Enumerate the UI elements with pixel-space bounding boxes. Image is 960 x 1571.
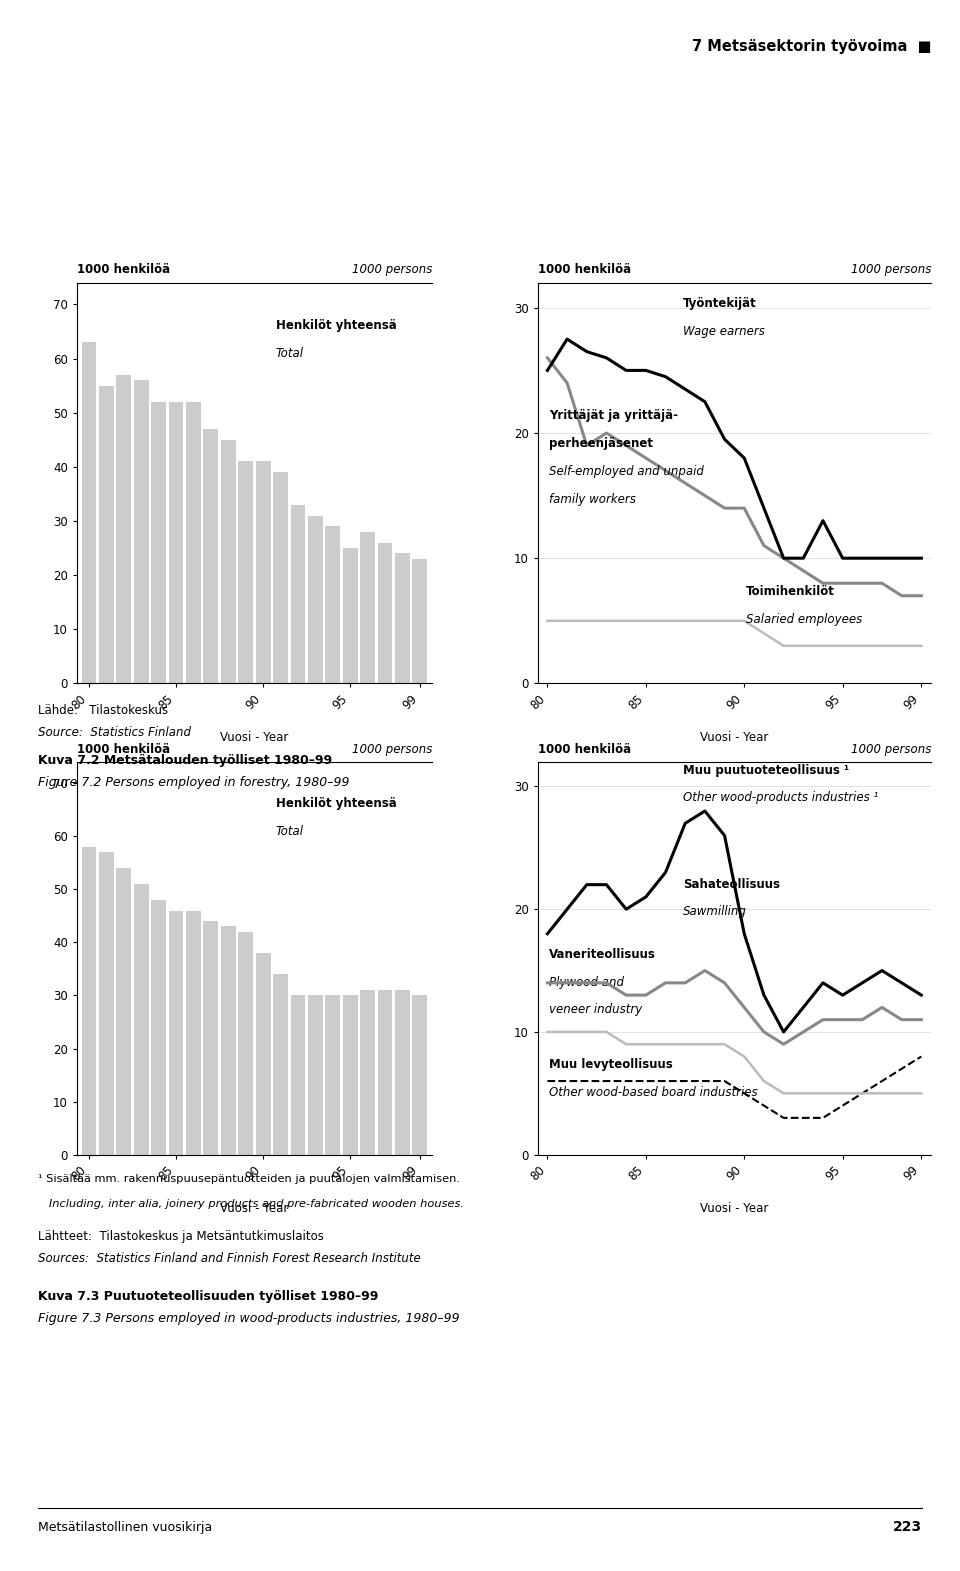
Bar (133, 884, 149, 1155)
Text: Wage earners: Wage earners (684, 325, 765, 338)
Text: Plywood and: Plywood and (549, 976, 624, 988)
Bar (204, 429, 218, 683)
Bar (291, 996, 305, 1155)
Text: Other wood-products industries ¹: Other wood-products industries ¹ (684, 792, 878, 804)
Bar (152, 402, 166, 683)
Text: 1000 henkilöä: 1000 henkilöä (77, 264, 170, 276)
Text: veneer industry: veneer industry (549, 1004, 642, 1016)
Text: Vuosi - Year: Vuosi - Year (700, 1202, 769, 1214)
Bar (238, 462, 253, 683)
Bar (99, 385, 114, 683)
Text: Muu puutuoteteollisuus ¹: Muu puutuoteteollisuus ¹ (684, 764, 850, 776)
Text: Työntekijät: Työntekijät (684, 297, 757, 309)
Text: Including, inter alia, joinery products and pre-fabricated wooden houses.: Including, inter alia, joinery products … (38, 1199, 465, 1208)
Bar (395, 553, 410, 683)
Text: 1000 persons: 1000 persons (851, 743, 931, 756)
Text: Toimihenkilöt: Toimihenkilöt (746, 586, 835, 599)
Bar (413, 559, 427, 683)
Text: ¹ Sisältää mm. rakennuspuusepäntuotteiden ja puutalojen valmistamisen.: ¹ Sisältää mm. rakennuspuusepäntuotteide… (38, 1174, 461, 1183)
Text: Vuosi - Year: Vuosi - Year (220, 732, 289, 745)
Text: 1000 persons: 1000 persons (851, 264, 931, 276)
Text: Self-employed and unpaid: Self-employed and unpaid (549, 465, 705, 478)
Text: Vuosi - Year: Vuosi - Year (700, 732, 769, 745)
Text: Vaneriteollisuus: Vaneriteollisuus (549, 949, 657, 961)
Text: Other wood-based board industries: Other wood-based board industries (549, 1086, 758, 1098)
Text: Total: Total (276, 347, 303, 360)
Text: 223: 223 (893, 1521, 922, 1533)
Text: Sahateollisuus: Sahateollisuus (684, 878, 780, 891)
Bar (221, 440, 236, 683)
Bar (99, 851, 114, 1155)
Bar (413, 996, 427, 1155)
Text: 7 Metsäsektorin työvoima  ■: 7 Metsäsektorin työvoima ■ (692, 39, 931, 55)
Bar (116, 869, 132, 1155)
Bar (343, 548, 357, 683)
Bar (343, 996, 357, 1155)
Bar (152, 900, 166, 1155)
Text: Kuva 7.2 Metsätalouden työlliset 1980–99: Kuva 7.2 Metsätalouden työlliset 1980–99 (38, 754, 332, 767)
Bar (273, 473, 288, 683)
Text: Figure 7.3 Persons employed in wood-products industries, 1980–99: Figure 7.3 Persons employed in wood-prod… (38, 1312, 460, 1324)
Text: Kuva 7.3 Puutuoteteollisuuden työlliset 1980–99: Kuva 7.3 Puutuoteteollisuuden työlliset … (38, 1290, 379, 1302)
Text: 1000 henkilöä: 1000 henkilöä (538, 743, 631, 756)
Bar (291, 504, 305, 683)
Bar (221, 927, 236, 1155)
Bar (377, 542, 393, 683)
Text: 1000 persons: 1000 persons (351, 264, 432, 276)
Text: 1000 persons: 1000 persons (351, 743, 432, 756)
Bar (255, 462, 271, 683)
Text: Vuosi - Year: Vuosi - Year (220, 1202, 289, 1214)
Bar (360, 533, 375, 683)
Bar (308, 515, 323, 683)
Text: family workers: family workers (549, 493, 636, 506)
Text: Henkilöt yhteensä: Henkilöt yhteensä (276, 319, 396, 331)
Bar (116, 375, 132, 683)
Text: Sawmilling: Sawmilling (684, 905, 747, 917)
Text: Lähde:   Tilastokeskus: Lähde: Tilastokeskus (38, 704, 169, 716)
Bar (169, 402, 183, 683)
Bar (325, 526, 340, 683)
Bar (273, 974, 288, 1155)
Text: Source:  Statistics Finland: Source: Statistics Finland (38, 726, 191, 738)
Bar (238, 932, 253, 1155)
Text: perheenjäsenet: perheenjäsenet (549, 437, 654, 449)
Bar (395, 990, 410, 1155)
Text: Sources:  Statistics Finland and Finnish Forest Research Institute: Sources: Statistics Finland and Finnish … (38, 1252, 421, 1265)
Text: Figure 7.2 Persons employed in forestry, 1980–99: Figure 7.2 Persons employed in forestry,… (38, 776, 349, 789)
Text: Lähtteet:  Tilastokeskus ja Metsäntutkimuslaitos: Lähtteet: Tilastokeskus ja Metsäntutkimu… (38, 1230, 324, 1243)
Text: Muu levyteollisuus: Muu levyteollisuus (549, 1059, 673, 1071)
Bar (82, 847, 96, 1155)
Bar (133, 380, 149, 683)
Text: Total: Total (276, 825, 303, 837)
Bar (325, 996, 340, 1155)
Text: Yrittäjät ja yrittäjä-: Yrittäjät ja yrittäjä- (549, 408, 679, 423)
Text: 1000 henkilöä: 1000 henkilöä (538, 264, 631, 276)
Bar (82, 342, 96, 683)
Bar (204, 921, 218, 1155)
Bar (377, 990, 393, 1155)
Bar (308, 996, 323, 1155)
Text: Henkilöt yhteensä: Henkilöt yhteensä (276, 798, 396, 811)
Text: 1000 henkilöä: 1000 henkilöä (77, 743, 170, 756)
Text: Metsätilastollinen vuosikirja: Metsätilastollinen vuosikirja (38, 1521, 213, 1533)
Bar (186, 402, 201, 683)
Text: Salaried employees: Salaried employees (746, 613, 862, 627)
Bar (360, 990, 375, 1155)
Bar (255, 954, 271, 1155)
Bar (186, 911, 201, 1155)
Bar (169, 911, 183, 1155)
